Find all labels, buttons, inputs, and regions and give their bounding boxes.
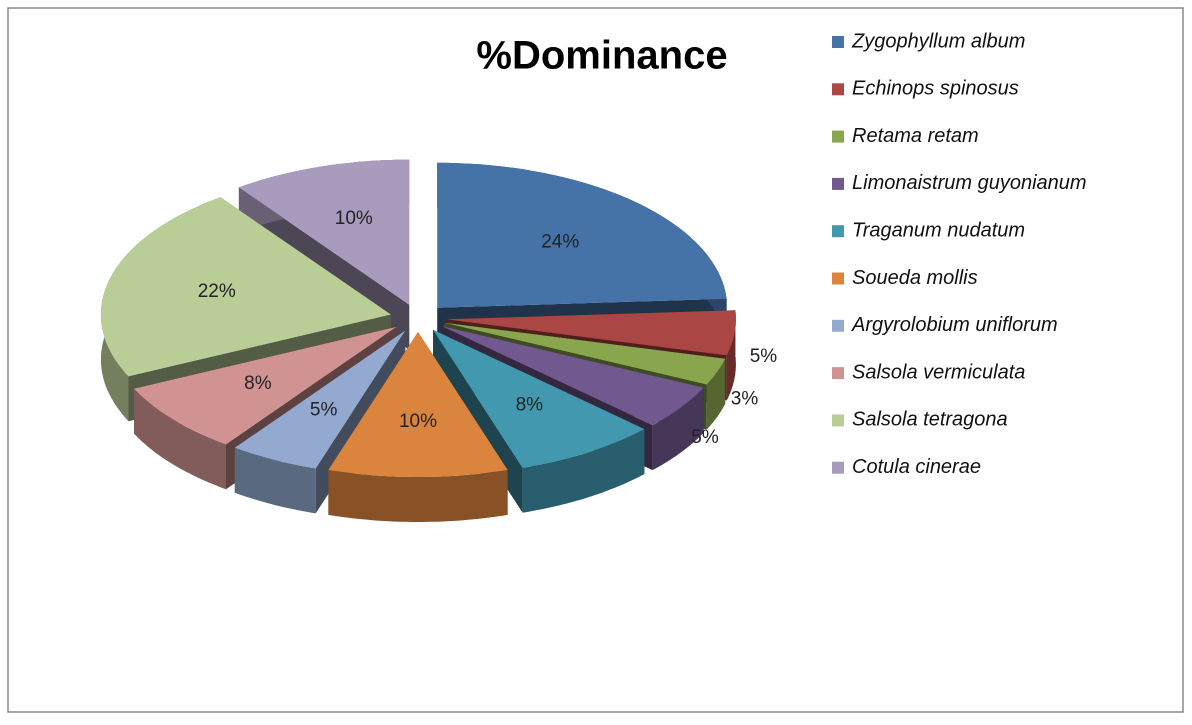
legend-swatch: [832, 130, 844, 143]
slice: [441, 325, 704, 426]
slice-side: [328, 469, 508, 522]
legend-label: Traganum nudatum: [852, 219, 1025, 241]
legend-label: Salsola tetragona: [852, 409, 1008, 431]
slice-side: [706, 358, 726, 430]
slice-side: [652, 387, 704, 471]
data-label: 8%: [244, 373, 272, 394]
slice: [100, 197, 391, 377]
pie: 24% 5% 3% 5% 8% 10% 5% 8% 22% 10%: [100, 159, 778, 522]
legend-label: Salsola vermiculata: [852, 361, 1025, 383]
legend-label: Zygophyllum album: [851, 30, 1025, 52]
slice-side: [522, 429, 645, 513]
legend-label: Argyrolobium uniflorum: [851, 314, 1058, 336]
data-label: 24%: [541, 231, 579, 252]
data-label: 8%: [516, 395, 544, 416]
legend-swatch: [832, 272, 844, 285]
data-label: 10%: [335, 208, 373, 229]
legend-label: Soueda mollis: [852, 267, 978, 289]
legend-label: Retama retam: [852, 125, 979, 147]
legend-label: Cotula cinerae: [852, 456, 981, 478]
legend-label: Limonaistrum guyonianum: [852, 172, 1087, 194]
legend-swatch: [832, 225, 844, 238]
chart-title: %Dominance: [476, 34, 727, 78]
data-label: 5%: [310, 400, 338, 421]
legend-swatch: [832, 319, 844, 332]
slice: [238, 159, 410, 305]
legend-swatch: [832, 177, 844, 190]
data-label: 22%: [198, 281, 236, 302]
legend-swatch: [832, 461, 844, 474]
data-label: 5%: [691, 427, 719, 448]
legend: Zygophyllum album Echinops spinosus Retama…: [832, 30, 1087, 478]
slice: [234, 330, 406, 469]
data-label: 10%: [399, 411, 437, 432]
slice: [328, 332, 508, 477]
data-label: 3%: [731, 388, 759, 409]
legend-swatch: [832, 36, 844, 48]
slice: [433, 329, 645, 468]
legend-swatch: [832, 83, 844, 96]
slice: [437, 162, 727, 308]
data-label: 5%: [750, 346, 778, 367]
slice-side: [234, 447, 316, 514]
slice: [444, 322, 726, 385]
legend-label: Echinops spinosus: [852, 78, 1019, 100]
legend-swatch: [832, 367, 844, 380]
slice: [134, 326, 397, 445]
legend-swatch: [832, 414, 844, 427]
slice-side: [726, 310, 736, 401]
slice: [445, 310, 736, 356]
slice-side: [134, 388, 226, 490]
